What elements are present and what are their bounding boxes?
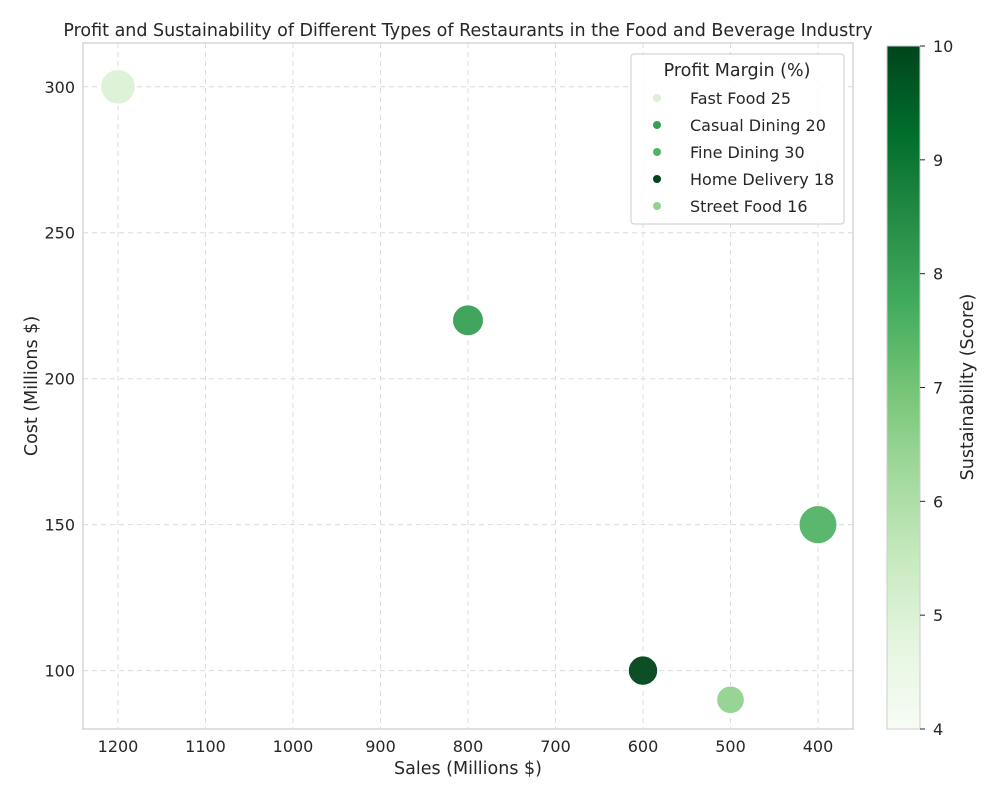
colorbar-tick-label: 4 bbox=[933, 720, 943, 739]
legend-label: Fine Dining 30 bbox=[690, 143, 805, 162]
legend: Profit Margin (%) Fast Food 25 Casual Din… bbox=[630, 53, 845, 225]
colorbar: 4 5 6 7 8 9 10 Sustainability (Score) bbox=[886, 37, 978, 739]
scatter-point bbox=[798, 505, 838, 545]
grid-lines bbox=[83, 43, 853, 729]
plot-frame bbox=[82, 42, 854, 730]
legend-marker bbox=[653, 94, 661, 102]
legend-items: Fast Food 25 Casual Dining 20 Fine Dining … bbox=[653, 89, 834, 216]
x-tick-label: 900 bbox=[365, 737, 396, 756]
y-tick-label: 150 bbox=[44, 516, 75, 535]
colorbar-tick-label: 8 bbox=[933, 265, 943, 284]
x-tick-label: 1000 bbox=[273, 737, 314, 756]
x-tick-label: 400 bbox=[803, 737, 834, 756]
legend-label: Casual Dining 20 bbox=[690, 116, 826, 135]
scatter-point bbox=[100, 68, 136, 105]
x-tick-label: 800 bbox=[453, 737, 484, 756]
x-axis-ticks: 1200 1100 1000 900 800 700 600 500 400 bbox=[98, 737, 834, 756]
x-tick-label: 600 bbox=[628, 737, 659, 756]
colorbar-tick-label: 5 bbox=[933, 606, 943, 625]
x-tick-label: 700 bbox=[540, 737, 571, 756]
x-tick-label: 1100 bbox=[185, 737, 226, 756]
legend-label: Street Food 16 bbox=[690, 197, 808, 216]
colorbar-tick-label: 9 bbox=[933, 151, 943, 170]
x-axis-label: Sales (Millions $) bbox=[394, 759, 542, 779]
scatter-points bbox=[100, 68, 838, 715]
legend-marker bbox=[653, 175, 661, 183]
y-axis-label: Cost (Millions $) bbox=[22, 316, 42, 456]
legend-marker bbox=[653, 202, 661, 210]
legend-title: Profit Margin (%) bbox=[664, 61, 811, 81]
legend-label: Fast Food 25 bbox=[690, 89, 791, 108]
colorbar-tick-label: 7 bbox=[933, 379, 943, 398]
legend-label: Home Delivery 18 bbox=[690, 170, 834, 189]
colorbar-gradient bbox=[886, 45, 921, 730]
x-tick-label: 500 bbox=[715, 737, 746, 756]
y-tick-label: 100 bbox=[44, 662, 75, 681]
y-tick-label: 250 bbox=[44, 224, 75, 243]
colorbar-label: Sustainability (Score) bbox=[958, 294, 978, 481]
chart-title: Profit and Sustainability of Different T… bbox=[63, 21, 872, 41]
scatter-point bbox=[452, 304, 484, 337]
y-axis-ticks: 100 150 200 250 300 bbox=[44, 78, 75, 681]
colorbar-tick-label: 6 bbox=[933, 492, 943, 511]
colorbar-ticks: 4 5 6 7 8 9 10 bbox=[920, 37, 953, 739]
y-tick-label: 300 bbox=[44, 78, 75, 97]
legend-box bbox=[630, 53, 845, 225]
legend-marker bbox=[653, 148, 661, 156]
legend-marker bbox=[653, 121, 661, 129]
y-tick-label: 200 bbox=[44, 370, 75, 389]
x-tick-label: 1200 bbox=[98, 737, 139, 756]
scatter-point bbox=[627, 655, 659, 686]
scatter-point bbox=[716, 685, 745, 715]
colorbar-tick-label: 10 bbox=[933, 37, 953, 56]
